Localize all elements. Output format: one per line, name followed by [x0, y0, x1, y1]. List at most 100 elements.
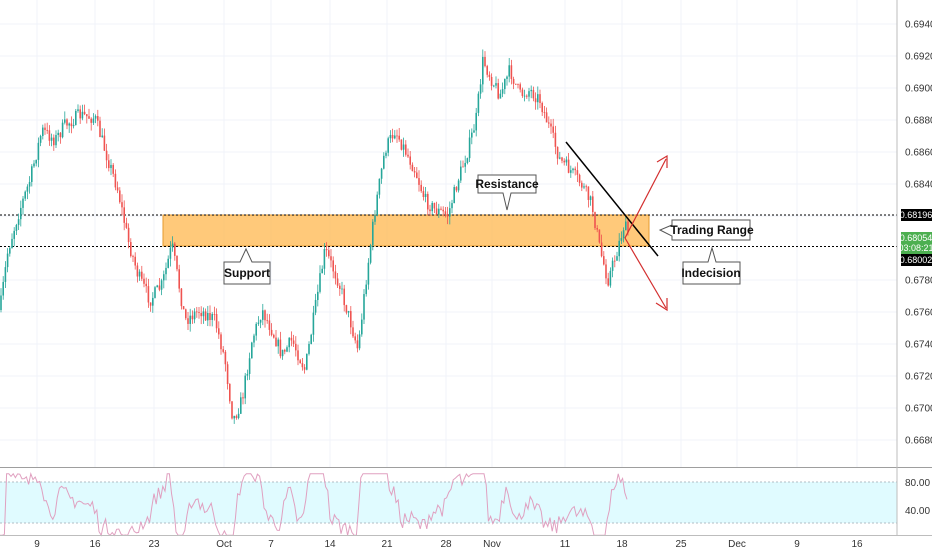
candle-body	[141, 271, 143, 279]
candle-body	[0, 295, 2, 310]
candle-body	[101, 135, 103, 137]
candle-body	[229, 384, 231, 402]
candle-body	[42, 127, 44, 137]
candle-body	[407, 154, 409, 157]
candle-body	[380, 168, 383, 179]
candle-body	[163, 274, 165, 281]
candle-body	[376, 194, 378, 216]
candle-body	[75, 110, 77, 125]
candle-body	[103, 135, 106, 151]
candle-body	[176, 255, 178, 270]
candle-body	[532, 89, 535, 99]
candle-body	[523, 95, 526, 97]
candle-body	[6, 253, 9, 268]
candle-body	[592, 196, 594, 213]
trading-range-zone	[162, 214, 650, 247]
candle-body	[317, 291, 319, 301]
candle-body	[66, 119, 68, 126]
candle-body	[218, 328, 220, 335]
candle-body	[136, 265, 139, 277]
candle-body	[119, 190, 121, 203]
candle-body	[123, 207, 125, 223]
price-tick-label: 0.69200	[905, 52, 932, 63]
candle-body	[132, 256, 134, 257]
candle-body	[479, 84, 482, 94]
candle-body	[512, 78, 515, 84]
candle-body	[46, 129, 48, 131]
candle-body	[490, 76, 493, 86]
candle-body	[35, 159, 37, 164]
price-tick-label: 0.67000	[905, 404, 932, 415]
candle-body	[488, 74, 491, 77]
candle-body	[266, 320, 268, 322]
candle-body	[387, 138, 389, 153]
candle-body	[330, 256, 332, 261]
candle-body	[64, 119, 66, 123]
candle-body	[554, 132, 557, 147]
candle-body	[460, 166, 462, 181]
candle-body	[240, 397, 242, 414]
indecision-label: Indecision	[681, 266, 740, 280]
candle-body	[251, 342, 253, 359]
candle-body	[244, 375, 246, 399]
candle-body	[72, 124, 75, 127]
candle-body	[158, 285, 161, 290]
candle-body	[110, 164, 112, 169]
candle-body	[138, 271, 141, 277]
candle-body	[594, 212, 596, 229]
candle-body	[552, 126, 554, 133]
candle-body	[222, 349, 224, 352]
bullish-arrow	[624, 158, 667, 239]
oscillator-pane[interactable]: 80.00 40.00	[0, 467, 932, 537]
candle-body	[319, 273, 321, 292]
candle-body	[372, 221, 374, 246]
candle-body	[99, 120, 101, 137]
candle-body	[292, 340, 295, 344]
candle-body	[33, 163, 35, 167]
candle-body	[429, 209, 431, 212]
candle-body	[609, 270, 612, 286]
candle-body	[264, 310, 266, 321]
candle-body	[207, 312, 209, 321]
candle-body	[187, 318, 189, 324]
candle-body	[268, 320, 271, 330]
price-tick-label: 0.67200	[905, 372, 932, 383]
candle-body	[196, 311, 198, 313]
candle-body	[224, 351, 227, 365]
candle-body	[343, 288, 345, 306]
candle-body	[453, 187, 455, 204]
candle-body	[55, 135, 57, 146]
candle-body	[466, 158, 469, 163]
candle-body	[585, 186, 587, 188]
candle-body	[31, 166, 33, 182]
candle-body	[352, 327, 354, 337]
candle-body	[541, 102, 543, 113]
candle-body	[28, 181, 31, 187]
candle-body	[202, 311, 205, 317]
candle-body	[77, 109, 79, 111]
price-scale[interactable]: 0.69400 0.69200 0.69000 0.68800 0.68600 0.684…	[896, 0, 932, 467]
candle-body	[589, 196, 592, 200]
candle-body	[581, 182, 583, 188]
candle-body	[259, 319, 262, 323]
candle-body	[308, 343, 310, 354]
candle-body	[545, 112, 548, 123]
candle-body	[596, 228, 598, 230]
oscillator-tick-80: 80.00	[905, 478, 930, 489]
candle-body	[2, 281, 4, 296]
candle-body	[9, 248, 11, 254]
candle-body	[598, 229, 601, 243]
candle-body	[198, 312, 200, 313]
candle-body	[48, 130, 51, 141]
bullish-arrowhead	[656, 154, 668, 168]
candle-body	[213, 314, 216, 315]
candle-body	[614, 260, 616, 262]
time-axis[interactable]: 9 16 23 Oct 7 14 21 28 Nov 11 18 25 Dec 9 16	[0, 535, 932, 550]
candle-body	[484, 56, 486, 67]
candle-body	[70, 123, 73, 127]
candle-body	[550, 123, 552, 127]
candle-body	[561, 157, 563, 161]
candle-body	[325, 249, 328, 251]
candle-body	[143, 278, 145, 284]
